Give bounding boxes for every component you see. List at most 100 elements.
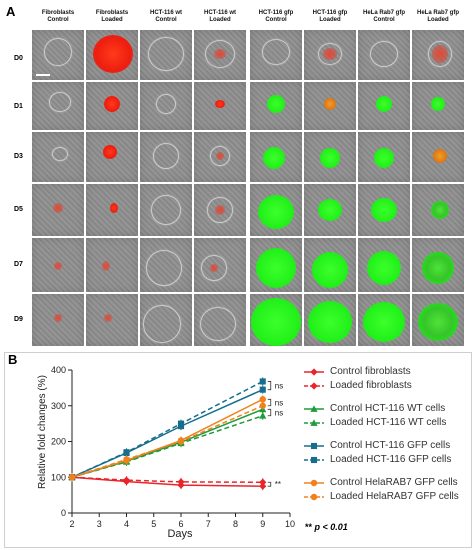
spheroid-red-faint [216, 152, 224, 160]
row-label: D0 [14, 55, 23, 62]
micrograph-cell [412, 294, 464, 346]
spheroid-green [376, 96, 392, 112]
micrograph-cell [140, 82, 192, 130]
micrograph-cell [32, 294, 84, 346]
spheroid-red [103, 145, 117, 159]
micrograph-cell [412, 238, 464, 292]
spheroid-green [431, 97, 445, 111]
spheroid-red-faint [210, 264, 218, 272]
micrograph-cell [412, 82, 464, 130]
spheroid-green [308, 301, 352, 343]
spheroid-green-ring [422, 252, 454, 284]
row-label: D9 [14, 316, 23, 323]
micrograph-cell [304, 132, 356, 182]
micrograph-cell [86, 132, 138, 182]
micrograph-cell [86, 30, 138, 80]
micrograph-cell [358, 184, 410, 236]
spheroid-red-faint [102, 261, 110, 271]
spheroid-green-ring [431, 201, 449, 219]
micrograph-cell [358, 132, 410, 182]
spheroid-red-faint [54, 314, 62, 322]
micrograph-cell [358, 294, 410, 346]
spheroid-outline [156, 94, 176, 114]
column-header: HCT-116 gfp Control [258, 10, 294, 23]
column-header: HeLa Rab7 gfp Loaded [416, 10, 459, 23]
spheroid-green [320, 148, 340, 168]
spheroid-red-faint [432, 45, 448, 63]
panel-b-letter: B [8, 352, 18, 367]
micrograph-cell [412, 30, 464, 80]
micrograph-cell [412, 184, 464, 236]
micrograph-cell [86, 82, 138, 130]
spheroid-red-faint [215, 205, 225, 215]
legend-item: Loaded HCT-116 GFP cells [330, 454, 452, 465]
spheroid-green [371, 198, 397, 222]
micrograph-cell [358, 82, 410, 130]
micrograph-cell [194, 294, 246, 346]
spheroid-orange [433, 149, 447, 163]
panel-a-letter: A [6, 4, 16, 19]
significance-stars: ** [305, 522, 315, 532]
row-label: D5 [14, 206, 23, 213]
column-header: HCT-116 wt Loaded [203, 10, 236, 23]
row-label: D1 [14, 103, 23, 110]
spheroid-red-faint [54, 262, 62, 270]
micrograph-cell [140, 294, 192, 346]
micrograph-cell [412, 132, 464, 182]
spheroid-outline [428, 41, 452, 67]
micrograph-cell [194, 238, 246, 292]
legend-item: Control HCT-116 GFP cells [330, 440, 451, 451]
micrograph-cell [250, 184, 302, 236]
micrograph-cell [194, 30, 246, 80]
micrograph-cell [32, 184, 84, 236]
micrograph-cell [194, 184, 246, 236]
spheroid-red [93, 35, 133, 73]
legend-item: Control fibroblasts [330, 366, 411, 377]
spheroid-red-faint [104, 314, 112, 322]
micrograph-cell [32, 82, 84, 130]
spheroid-outline [151, 195, 181, 225]
micrograph-cell [304, 294, 356, 346]
legend-item: Control HCT-116 WT cells [330, 403, 446, 414]
micrograph-cell [32, 238, 84, 292]
spheroid-green-ring [418, 303, 458, 341]
spheroid-green [251, 298, 301, 346]
spheroid-orange [324, 98, 336, 110]
spheroid-green [363, 302, 405, 342]
spheroid-outline [49, 92, 71, 112]
spheroid-red [110, 203, 118, 213]
panel-b-frame [4, 352, 472, 548]
spheroid-green [374, 148, 394, 168]
micrograph-cell [304, 82, 356, 130]
spheroid-green [318, 199, 342, 221]
legend-item: Control HelaRAB7 GFP cells [330, 477, 458, 488]
spheroid-outline [207, 197, 233, 223]
spheroid-red [104, 96, 120, 112]
micrograph-cell [86, 238, 138, 292]
micrograph-cell [140, 238, 192, 292]
column-header: Fibroblasts Loaded [95, 10, 129, 23]
micrograph-cell [304, 30, 356, 80]
column-header: HeLa Rab7 gfp Control [362, 10, 405, 23]
significance-note: ** p < 0.01 [305, 522, 348, 532]
spheroid-outline [146, 250, 182, 286]
spheroid-outline [44, 38, 72, 66]
micrograph-cell [86, 184, 138, 236]
spheroid-outline [52, 147, 68, 161]
spheroid-outline [318, 43, 342, 65]
micrograph-cell [250, 238, 302, 292]
column-header: HCT-116 gfp Loaded [312, 10, 348, 23]
micrograph-cell [32, 132, 84, 182]
spheroid-red [215, 100, 225, 108]
column-header: HCT-116 wt Control [149, 10, 182, 23]
micrograph-cell [194, 82, 246, 130]
micrograph-cell [304, 184, 356, 236]
spheroid-outline [148, 37, 184, 71]
micrograph-cell [140, 132, 192, 182]
spheroid-green [267, 95, 285, 113]
spheroid-outline [153, 143, 179, 169]
spheroid-red-faint [53, 203, 63, 213]
spheroid-outline [143, 305, 181, 343]
spheroid-outline [262, 39, 290, 65]
spheroid-outline [370, 41, 398, 67]
